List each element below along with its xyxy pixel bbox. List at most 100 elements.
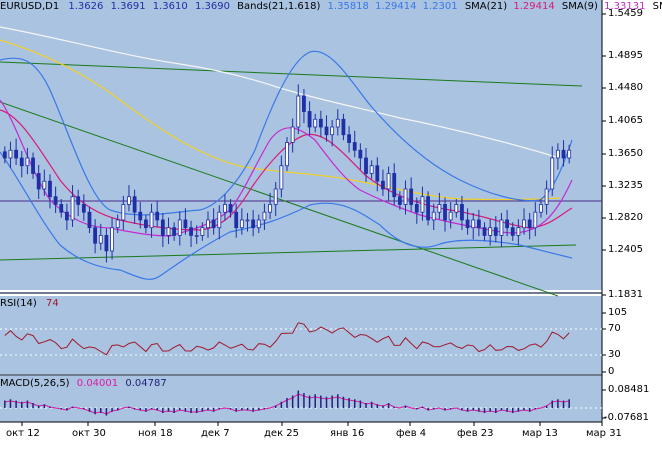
candle-body bbox=[2, 151, 7, 159]
candle-body bbox=[138, 211, 143, 221]
candle-body bbox=[14, 149, 19, 159]
bands-lower-value: 1.2301 bbox=[422, 1, 458, 12]
candle-body bbox=[533, 211, 538, 229]
bands-label: Bands(21,1.618) bbox=[237, 1, 321, 12]
rsi-tick-label: 70 bbox=[608, 323, 621, 334]
time-tick-label: дек 25 bbox=[264, 428, 300, 439]
price-tick-label: 1.1831 bbox=[608, 289, 643, 300]
candle-body bbox=[307, 111, 312, 128]
candle-body bbox=[499, 219, 504, 236]
time-axis-ticks bbox=[21, 422, 603, 426]
candle-body bbox=[443, 204, 447, 221]
candle-body bbox=[8, 149, 13, 159]
candle-body bbox=[375, 165, 380, 182]
candle-body bbox=[318, 118, 323, 128]
main-header: EURUSD,D1 1.3626 1.3691 1.3610 1.3690 Ba… bbox=[0, 1, 662, 13]
candle-body bbox=[98, 235, 103, 244]
candle-body bbox=[403, 188, 408, 205]
ohlc-high: 1.3691 bbox=[110, 1, 146, 12]
candle-body bbox=[42, 180, 47, 190]
time-tick-label: окт 12 bbox=[6, 428, 40, 439]
time-tick-label: мар 31 bbox=[586, 428, 622, 439]
candle-body bbox=[239, 219, 244, 229]
candle-body bbox=[561, 149, 566, 159]
bollinger-upper bbox=[0, 50, 573, 216]
candle-body bbox=[65, 211, 69, 221]
price-tick-label: 1.5459 bbox=[608, 8, 643, 19]
candle-body bbox=[392, 173, 397, 198]
candle-body bbox=[81, 204, 86, 213]
time-tick-label: дек 7 bbox=[201, 428, 230, 439]
candle-body bbox=[454, 204, 459, 213]
candle-body bbox=[144, 219, 148, 229]
sma9-label: SMA(9) bbox=[561, 1, 598, 12]
bands-mid-value: 1.29414 bbox=[375, 1, 417, 12]
sma-cut-label: SMA(1 bbox=[652, 1, 662, 12]
time-tick-label: янв 16 bbox=[330, 428, 365, 439]
time-tick-label: фев 23 bbox=[457, 428, 494, 439]
ohlc-open: 1.3626 bbox=[68, 1, 104, 12]
candle-body bbox=[194, 235, 199, 237]
candle-body bbox=[251, 219, 256, 229]
price-axis-ticks bbox=[602, 13, 606, 419]
candle-body bbox=[381, 180, 385, 190]
macd-value-1: 0.04001 bbox=[76, 378, 119, 389]
trendline-upper bbox=[0, 61, 583, 87]
candle-body bbox=[268, 204, 272, 213]
candle-body bbox=[505, 219, 509, 229]
candle-body bbox=[460, 204, 464, 221]
candle-body bbox=[544, 188, 549, 205]
candle-body bbox=[448, 211, 453, 221]
trendline-descending bbox=[0, 101, 559, 297]
candle-body bbox=[87, 211, 92, 229]
macd-tick-label: -0.07681 bbox=[604, 412, 649, 423]
candle-body bbox=[234, 211, 239, 229]
candle-body bbox=[409, 188, 414, 205]
candle-body bbox=[132, 196, 137, 213]
candle-body bbox=[550, 157, 555, 190]
trendline-lower bbox=[0, 244, 577, 261]
candle-body bbox=[273, 188, 278, 205]
candle-body bbox=[352, 142, 357, 151]
time-tick-label: окт 30 bbox=[72, 428, 106, 439]
sma21-value: 1.29414 bbox=[513, 1, 555, 12]
candle-body bbox=[539, 204, 543, 213]
candle-body bbox=[465, 219, 470, 229]
time-tick-label: фев 4 bbox=[396, 428, 427, 439]
candle-body bbox=[155, 211, 160, 221]
candle-body bbox=[149, 211, 154, 229]
rsi-tick-label: 105 bbox=[608, 307, 628, 318]
price-tick-label: 1.2405 bbox=[608, 244, 643, 255]
symbol-label: EURUSD,D1 bbox=[0, 1, 60, 12]
candle-body bbox=[335, 118, 340, 128]
candle-body bbox=[121, 204, 126, 221]
candle-body bbox=[437, 204, 442, 213]
time-tick-label: мар 13 bbox=[522, 428, 558, 439]
macd-value-2: 0.04787 bbox=[125, 378, 167, 389]
candle-body bbox=[228, 204, 233, 213]
candle-body bbox=[567, 149, 572, 159]
ohlc-low: 1.3610 bbox=[152, 1, 188, 12]
price-candles bbox=[2, 84, 572, 263]
macd-label: MACD(5,26,5) bbox=[0, 378, 70, 389]
rsi-label: RSI(14) bbox=[0, 298, 37, 309]
candle-body bbox=[183, 219, 188, 229]
price-tick-label: 1.4480 bbox=[608, 82, 643, 93]
price-tick-label: 1.2820 bbox=[608, 212, 643, 223]
candle-body bbox=[522, 219, 526, 229]
bands-upper-value: 1.35818 bbox=[327, 1, 369, 12]
candle-body bbox=[262, 211, 267, 221]
candle-body bbox=[53, 196, 58, 205]
candle-body bbox=[358, 149, 363, 159]
candle-body bbox=[420, 196, 425, 213]
candle-body bbox=[279, 165, 284, 190]
candle-body bbox=[476, 219, 481, 229]
candle-body bbox=[172, 227, 177, 236]
sma21-line bbox=[0, 109, 573, 231]
price-tick-label: 1.3650 bbox=[608, 148, 643, 159]
candle-body bbox=[127, 196, 131, 205]
bollinger-lower bbox=[0, 151, 573, 280]
macd-header: MACD(5,26,5) 0.04001 0.04787 bbox=[0, 378, 167, 390]
candle-body bbox=[341, 118, 346, 136]
